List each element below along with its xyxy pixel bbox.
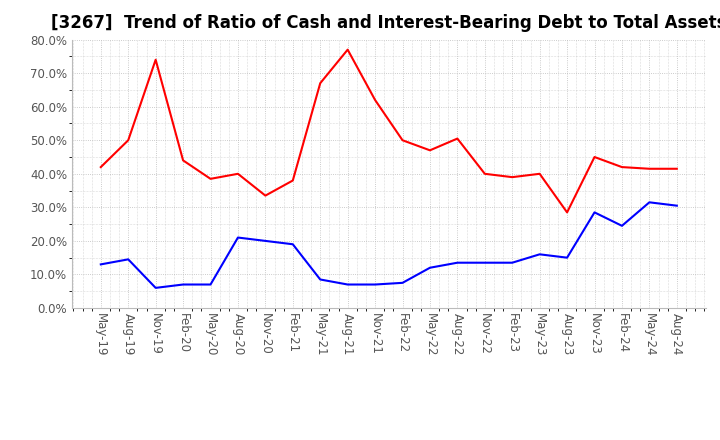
Interest-Bearing Debt bbox=[590, 210, 599, 215]
Cash bbox=[536, 171, 544, 176]
Line: Cash: Cash bbox=[101, 50, 677, 213]
Cash bbox=[618, 165, 626, 170]
Line: Interest-Bearing Debt: Interest-Bearing Debt bbox=[101, 202, 677, 288]
Interest-Bearing Debt bbox=[508, 260, 516, 265]
Interest-Bearing Debt bbox=[289, 242, 297, 247]
Cash bbox=[179, 158, 187, 163]
Interest-Bearing Debt bbox=[206, 282, 215, 287]
Interest-Bearing Debt bbox=[480, 260, 489, 265]
Cash bbox=[453, 136, 462, 141]
Cash bbox=[151, 57, 160, 62]
Cash bbox=[206, 176, 215, 181]
Interest-Bearing Debt bbox=[618, 223, 626, 228]
Interest-Bearing Debt bbox=[179, 282, 187, 287]
Interest-Bearing Debt bbox=[672, 203, 681, 208]
Interest-Bearing Debt bbox=[398, 280, 407, 286]
Legend: Cash, Interest-Bearing Debt: Cash, Interest-Bearing Debt bbox=[235, 436, 543, 440]
Cash bbox=[316, 81, 325, 86]
Cash bbox=[563, 210, 572, 215]
Interest-Bearing Debt bbox=[536, 252, 544, 257]
Interest-Bearing Debt bbox=[96, 262, 105, 267]
Cash bbox=[398, 138, 407, 143]
Interest-Bearing Debt bbox=[645, 200, 654, 205]
Cash bbox=[645, 166, 654, 172]
Cash bbox=[233, 171, 242, 176]
Interest-Bearing Debt bbox=[124, 257, 132, 262]
Cash bbox=[371, 97, 379, 103]
Interest-Bearing Debt bbox=[371, 282, 379, 287]
Cash bbox=[480, 171, 489, 176]
Interest-Bearing Debt bbox=[453, 260, 462, 265]
Cash bbox=[672, 166, 681, 172]
Interest-Bearing Debt bbox=[426, 265, 434, 270]
Cash bbox=[261, 193, 270, 198]
Interest-Bearing Debt bbox=[343, 282, 352, 287]
Interest-Bearing Debt bbox=[316, 277, 325, 282]
Interest-Bearing Debt bbox=[151, 285, 160, 290]
Title: [3267]  Trend of Ratio of Cash and Interest-Bearing Debt to Total Assets: [3267] Trend of Ratio of Cash and Intere… bbox=[51, 15, 720, 33]
Cash bbox=[590, 154, 599, 160]
Cash bbox=[508, 175, 516, 180]
Cash bbox=[343, 47, 352, 52]
Cash bbox=[426, 148, 434, 153]
Interest-Bearing Debt bbox=[261, 238, 270, 244]
Cash bbox=[96, 165, 105, 170]
Cash bbox=[289, 178, 297, 183]
Cash bbox=[124, 138, 132, 143]
Interest-Bearing Debt bbox=[233, 235, 242, 240]
Interest-Bearing Debt bbox=[563, 255, 572, 260]
